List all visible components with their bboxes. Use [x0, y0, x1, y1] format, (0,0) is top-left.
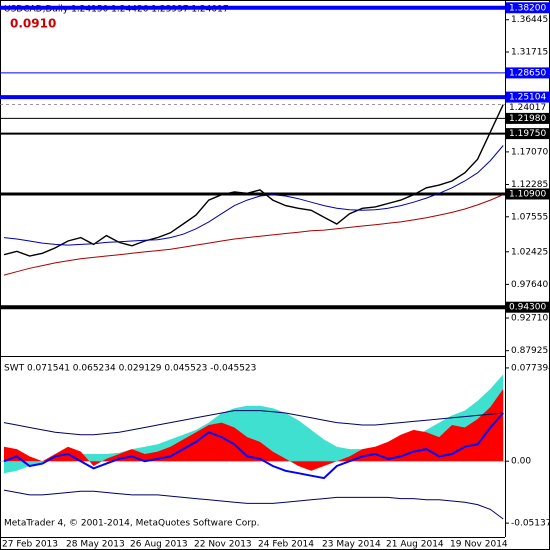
level-label: 1.19750	[509, 129, 546, 139]
level-label: 1.10900	[509, 189, 546, 199]
level-label: 1.38200	[509, 3, 546, 13]
indicator-line	[3, 410, 504, 436]
last-price-label: 1.24017	[509, 103, 546, 113]
indicator-line	[3, 145, 504, 246]
y-tick-label: 1.17070	[511, 147, 548, 157]
x-tick-label: 27 Feb 2013	[2, 540, 58, 550]
y-tick-label: 1.07555	[511, 212, 548, 222]
y-tick-label: 1.02425	[511, 247, 548, 257]
level-label-box	[506, 188, 550, 200]
y-tick-label: 1.36445	[511, 15, 548, 25]
y-tick-label: 0.92710	[511, 314, 548, 324]
x-tick-label: 24 Feb 2014	[258, 540, 314, 550]
x-tick-label: 19 Nov 2014	[450, 540, 508, 550]
level-label-box	[506, 91, 550, 103]
x-tick-label: 26 Aug 2013	[130, 540, 188, 550]
copyright: MetaTrader 4, © 2001-2014, MetaQuotes So…	[4, 519, 260, 529]
y-tick-label: 1.12285	[511, 180, 548, 190]
level-label: 1.25104	[509, 93, 546, 103]
indicator-line	[3, 412, 504, 480]
price-line	[3, 104, 504, 257]
y-tick-label: 0.077394	[511, 363, 550, 373]
y-tick-label: 0.00	[511, 457, 531, 467]
x-tick-label: 22 Nov 2013	[194, 540, 252, 550]
level-label: 1.21980	[509, 114, 546, 124]
level-label-box	[506, 2, 550, 14]
y-tick-label: 1.31715	[511, 48, 548, 58]
level-label: 0.94300	[509, 303, 546, 313]
indicator-line	[3, 194, 504, 276]
y-tick-label: -0.051377	[511, 519, 550, 529]
y-tick-label: 0.87925	[511, 346, 548, 356]
level-label: 1.28650	[509, 68, 546, 78]
level-label-box	[506, 301, 550, 313]
x-tick-label: 28 May 2013	[66, 540, 125, 550]
level-label-box	[506, 128, 550, 140]
y-tick-label: 0.97640	[511, 280, 548, 290]
level-label-box	[506, 112, 550, 124]
spread-value: 0.0910	[10, 17, 56, 31]
x-tick-label: 23 May 2014	[322, 540, 381, 550]
indicator-header: SWT 0.071541 0.065234 0.029129 0.045523 …	[4, 364, 256, 374]
indicator-line	[3, 489, 504, 520]
level-label-box	[506, 67, 550, 79]
indicator-area	[4, 388, 504, 471]
x-tick-label: 21 Aug 2014	[386, 540, 444, 550]
